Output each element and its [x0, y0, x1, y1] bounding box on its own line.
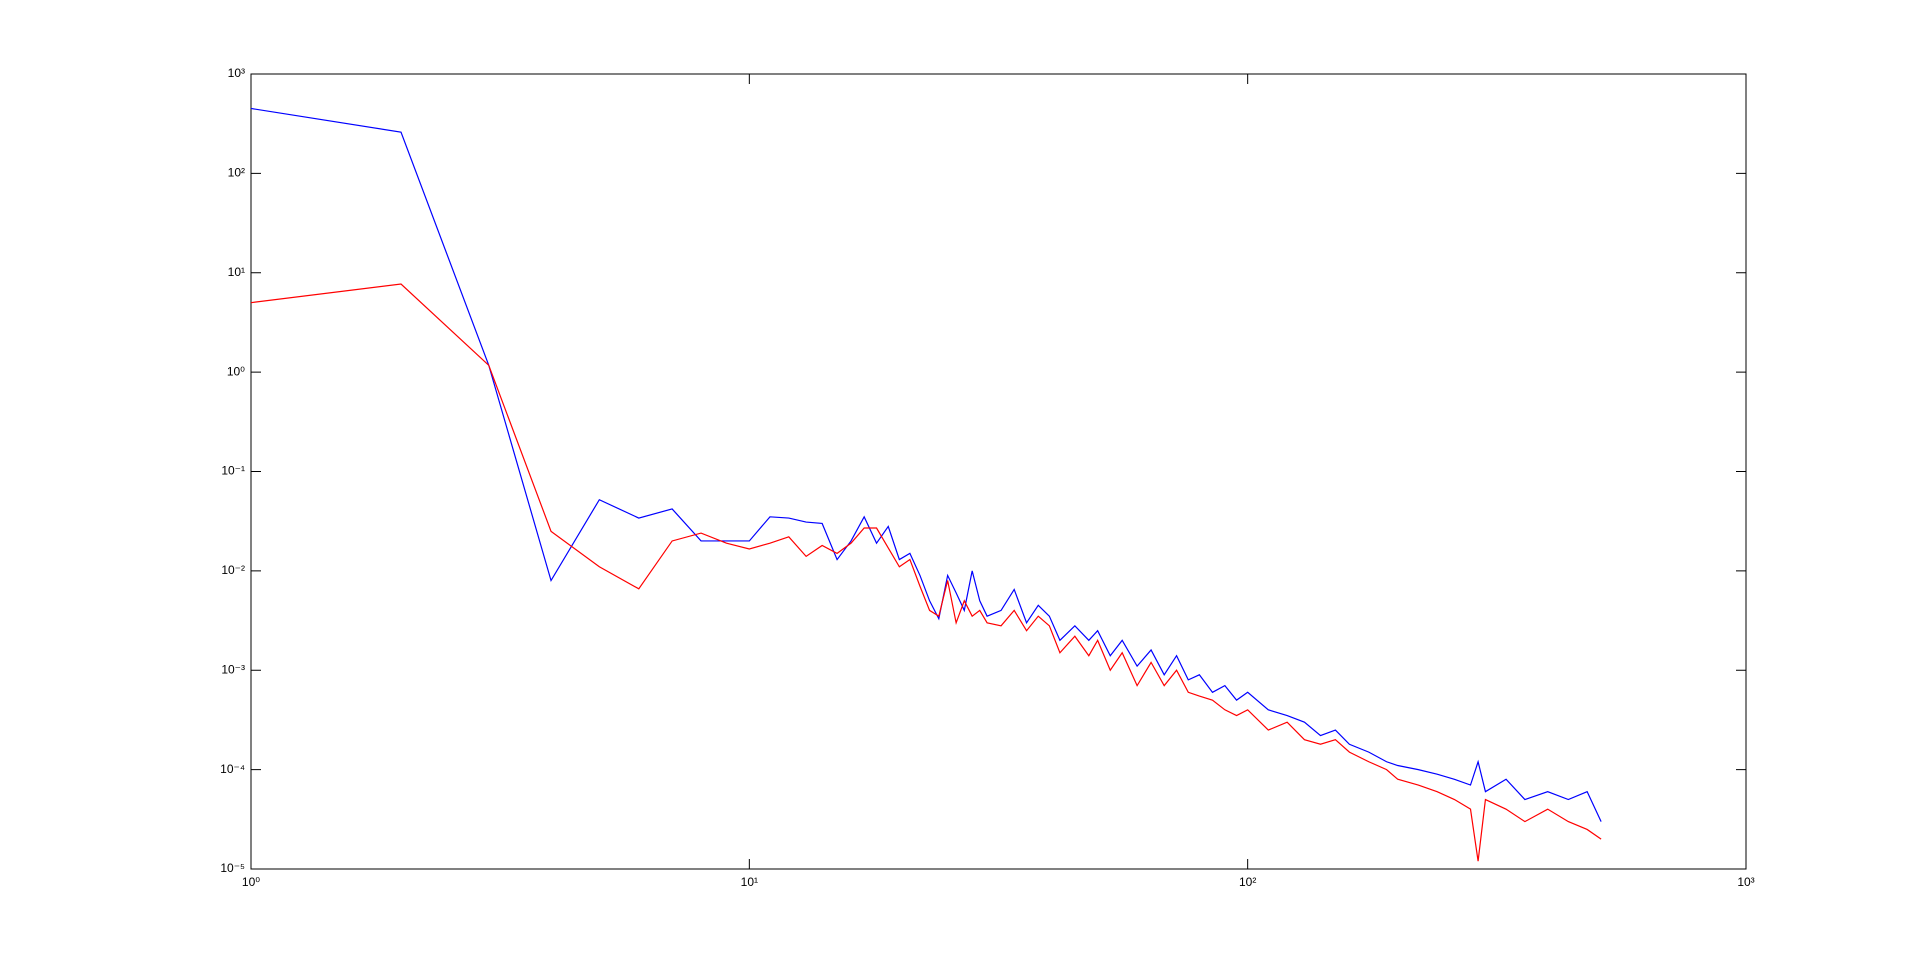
y-tick-label: 10⁻⁵ [220, 861, 245, 875]
y-tick-label: 10¹ [228, 265, 245, 279]
data-line [250, 107, 1602, 822]
y-tick-label: 10⁰ [227, 364, 245, 378]
y-tick-label: 10⁻⁴ [220, 762, 245, 776]
y-tick-label: 10³ [228, 66, 245, 80]
y-tick-label: 10⁻¹ [221, 464, 245, 478]
x-tick-label: 10¹ [741, 875, 758, 889]
y-tick-label: 10² [228, 166, 245, 180]
plot-frame [250, 73, 1747, 870]
data-line [250, 283, 1602, 862]
x-tick-label: 10³ [1737, 875, 1754, 889]
y-tick-label: 10⁻² [221, 563, 245, 577]
y-tick-label: 10⁻³ [221, 662, 245, 676]
x-tick-label: 10⁰ [242, 875, 260, 889]
x-tick-label: 10² [1239, 875, 1256, 889]
